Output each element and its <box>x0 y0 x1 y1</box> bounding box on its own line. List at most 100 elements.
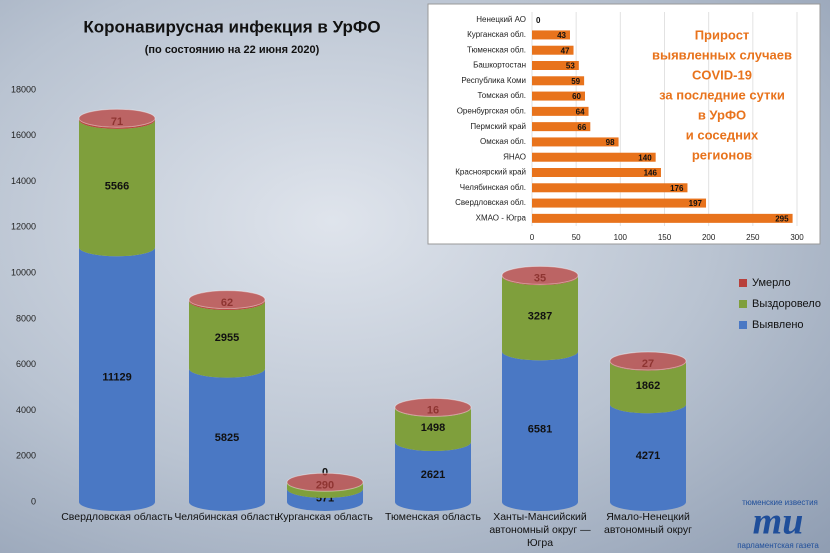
bar-segment <box>79 247 155 511</box>
value-label: 0 <box>536 16 541 25</box>
bar-segment <box>79 119 155 257</box>
y-tick-label: 8000 <box>16 313 36 323</box>
cylinder-top <box>286 472 364 492</box>
value-label: 0 <box>322 466 328 478</box>
value-label: 98 <box>606 138 615 147</box>
bar-segment <box>79 118 155 129</box>
y-tick-label: 18000 <box>11 84 36 94</box>
bar-segment <box>189 299 265 311</box>
value-label: 295 <box>775 214 789 223</box>
legend-swatch <box>739 321 747 329</box>
y-tick-label: 16000 <box>11 130 36 140</box>
value-label: 60 <box>572 92 581 101</box>
x-tick-label: 0 <box>530 233 535 242</box>
bar-segment <box>287 482 363 498</box>
x-tick-label: 200 <box>702 233 716 242</box>
legend-swatch <box>739 279 747 287</box>
cylinder-top <box>609 351 687 371</box>
chart-title: Коронавирусная инфекция в УрФО <box>83 17 380 36</box>
value-label: 4271 <box>636 450 660 462</box>
inset-title: в УрФО <box>698 107 746 122</box>
legend-swatch <box>739 300 747 308</box>
y-tick-label: Ненецкий АО <box>476 15 526 24</box>
y-tick-label: Омская обл. <box>480 137 526 146</box>
bar <box>532 30 570 40</box>
cylinder-top <box>188 290 266 310</box>
value-label: 53 <box>566 62 575 71</box>
x-tick-label: 150 <box>658 233 672 242</box>
y-tick-label: Челябинская обл. <box>460 183 526 192</box>
value-label: 146 <box>644 169 658 178</box>
value-label: 5566 <box>105 180 129 192</box>
x-tick-label: Курганская область <box>277 511 373 523</box>
bar <box>532 76 585 86</box>
bar-segment <box>189 368 265 511</box>
value-label: 2955 <box>215 332 239 344</box>
x-tick-label: 300 <box>790 233 804 242</box>
x-tick-label: 100 <box>614 233 628 242</box>
bar <box>532 45 574 55</box>
cylinder-top <box>394 397 472 417</box>
bar-segment <box>502 276 578 361</box>
inset-title: за последние сутки <box>659 87 785 102</box>
logo-top: тюменские известия <box>742 498 818 507</box>
bar <box>532 106 589 116</box>
y-tick-label: 4000 <box>16 405 36 415</box>
legend-label: Выявлено <box>752 319 804 331</box>
bar-segment <box>189 301 265 378</box>
bar <box>532 168 661 177</box>
value-label: 5825 <box>215 432 239 444</box>
x-tick-label: Свердловская область <box>61 511 173 523</box>
inset-title: выявленных случаев <box>652 47 792 62</box>
y-tick-label: 0 <box>31 496 36 506</box>
y-tick-label: 10000 <box>11 267 36 277</box>
y-tick-label: Томская обл. <box>478 91 526 100</box>
value-label: 47 <box>561 46 570 55</box>
bar-segment <box>395 442 471 511</box>
value-label: 176 <box>670 184 684 193</box>
y-tick-label: ЯНАО <box>503 152 526 161</box>
y-tick-label: Курганская обл. <box>467 30 526 39</box>
inset-title: COVID-19 <box>692 67 752 82</box>
x-tick-label: Тюменская область <box>385 511 481 523</box>
value-label: 66 <box>577 123 586 132</box>
value-label: 64 <box>576 107 585 116</box>
chart-subtitle: (по состоянию на 22 июня 2020) <box>145 44 320 56</box>
inset-title: регионов <box>692 147 752 162</box>
x-tick-label: Ханты-Мансийский автономный округ — Югра <box>489 511 591 549</box>
value-label: 1862 <box>636 380 660 392</box>
bar-segment <box>610 404 686 511</box>
x-tick-label: Челябинская область <box>174 511 280 523</box>
value-label: 43 <box>557 31 566 40</box>
y-tick-label: Тюменская обл. <box>467 45 526 54</box>
value-label: 1498 <box>421 422 445 434</box>
inset-title: и соседних <box>686 127 759 142</box>
value-label: 59 <box>571 77 580 86</box>
x-tick-label: 250 <box>746 233 760 242</box>
x-tick-label: 50 <box>572 233 581 242</box>
bar <box>532 198 707 208</box>
y-tick-label: ХМАО - Югра <box>476 213 527 222</box>
bar <box>532 213 793 223</box>
value-label: 197 <box>689 199 703 208</box>
bar-segment <box>287 488 363 511</box>
value-label: 3287 <box>528 311 552 323</box>
y-tick-label: Пермский край <box>470 122 526 131</box>
value-label: 140 <box>638 153 652 162</box>
value-label: 2621 <box>421 469 445 481</box>
y-tick-label: 14000 <box>11 176 36 186</box>
bar <box>532 61 579 70</box>
bar <box>532 122 591 132</box>
cylinder-top <box>501 265 579 285</box>
y-tick-label: Республика Коми <box>461 76 526 85</box>
logo-mark: ти <box>753 501 804 543</box>
y-tick-label: 2000 <box>16 451 36 461</box>
bar <box>532 137 619 147</box>
logo-bottom: парламентская газета <box>737 541 819 550</box>
y-tick-label: Башкортостан <box>473 61 526 70</box>
bar-segment <box>610 361 686 414</box>
legend-label: Выздоровело <box>752 298 821 310</box>
value-label: 6581 <box>528 424 552 436</box>
